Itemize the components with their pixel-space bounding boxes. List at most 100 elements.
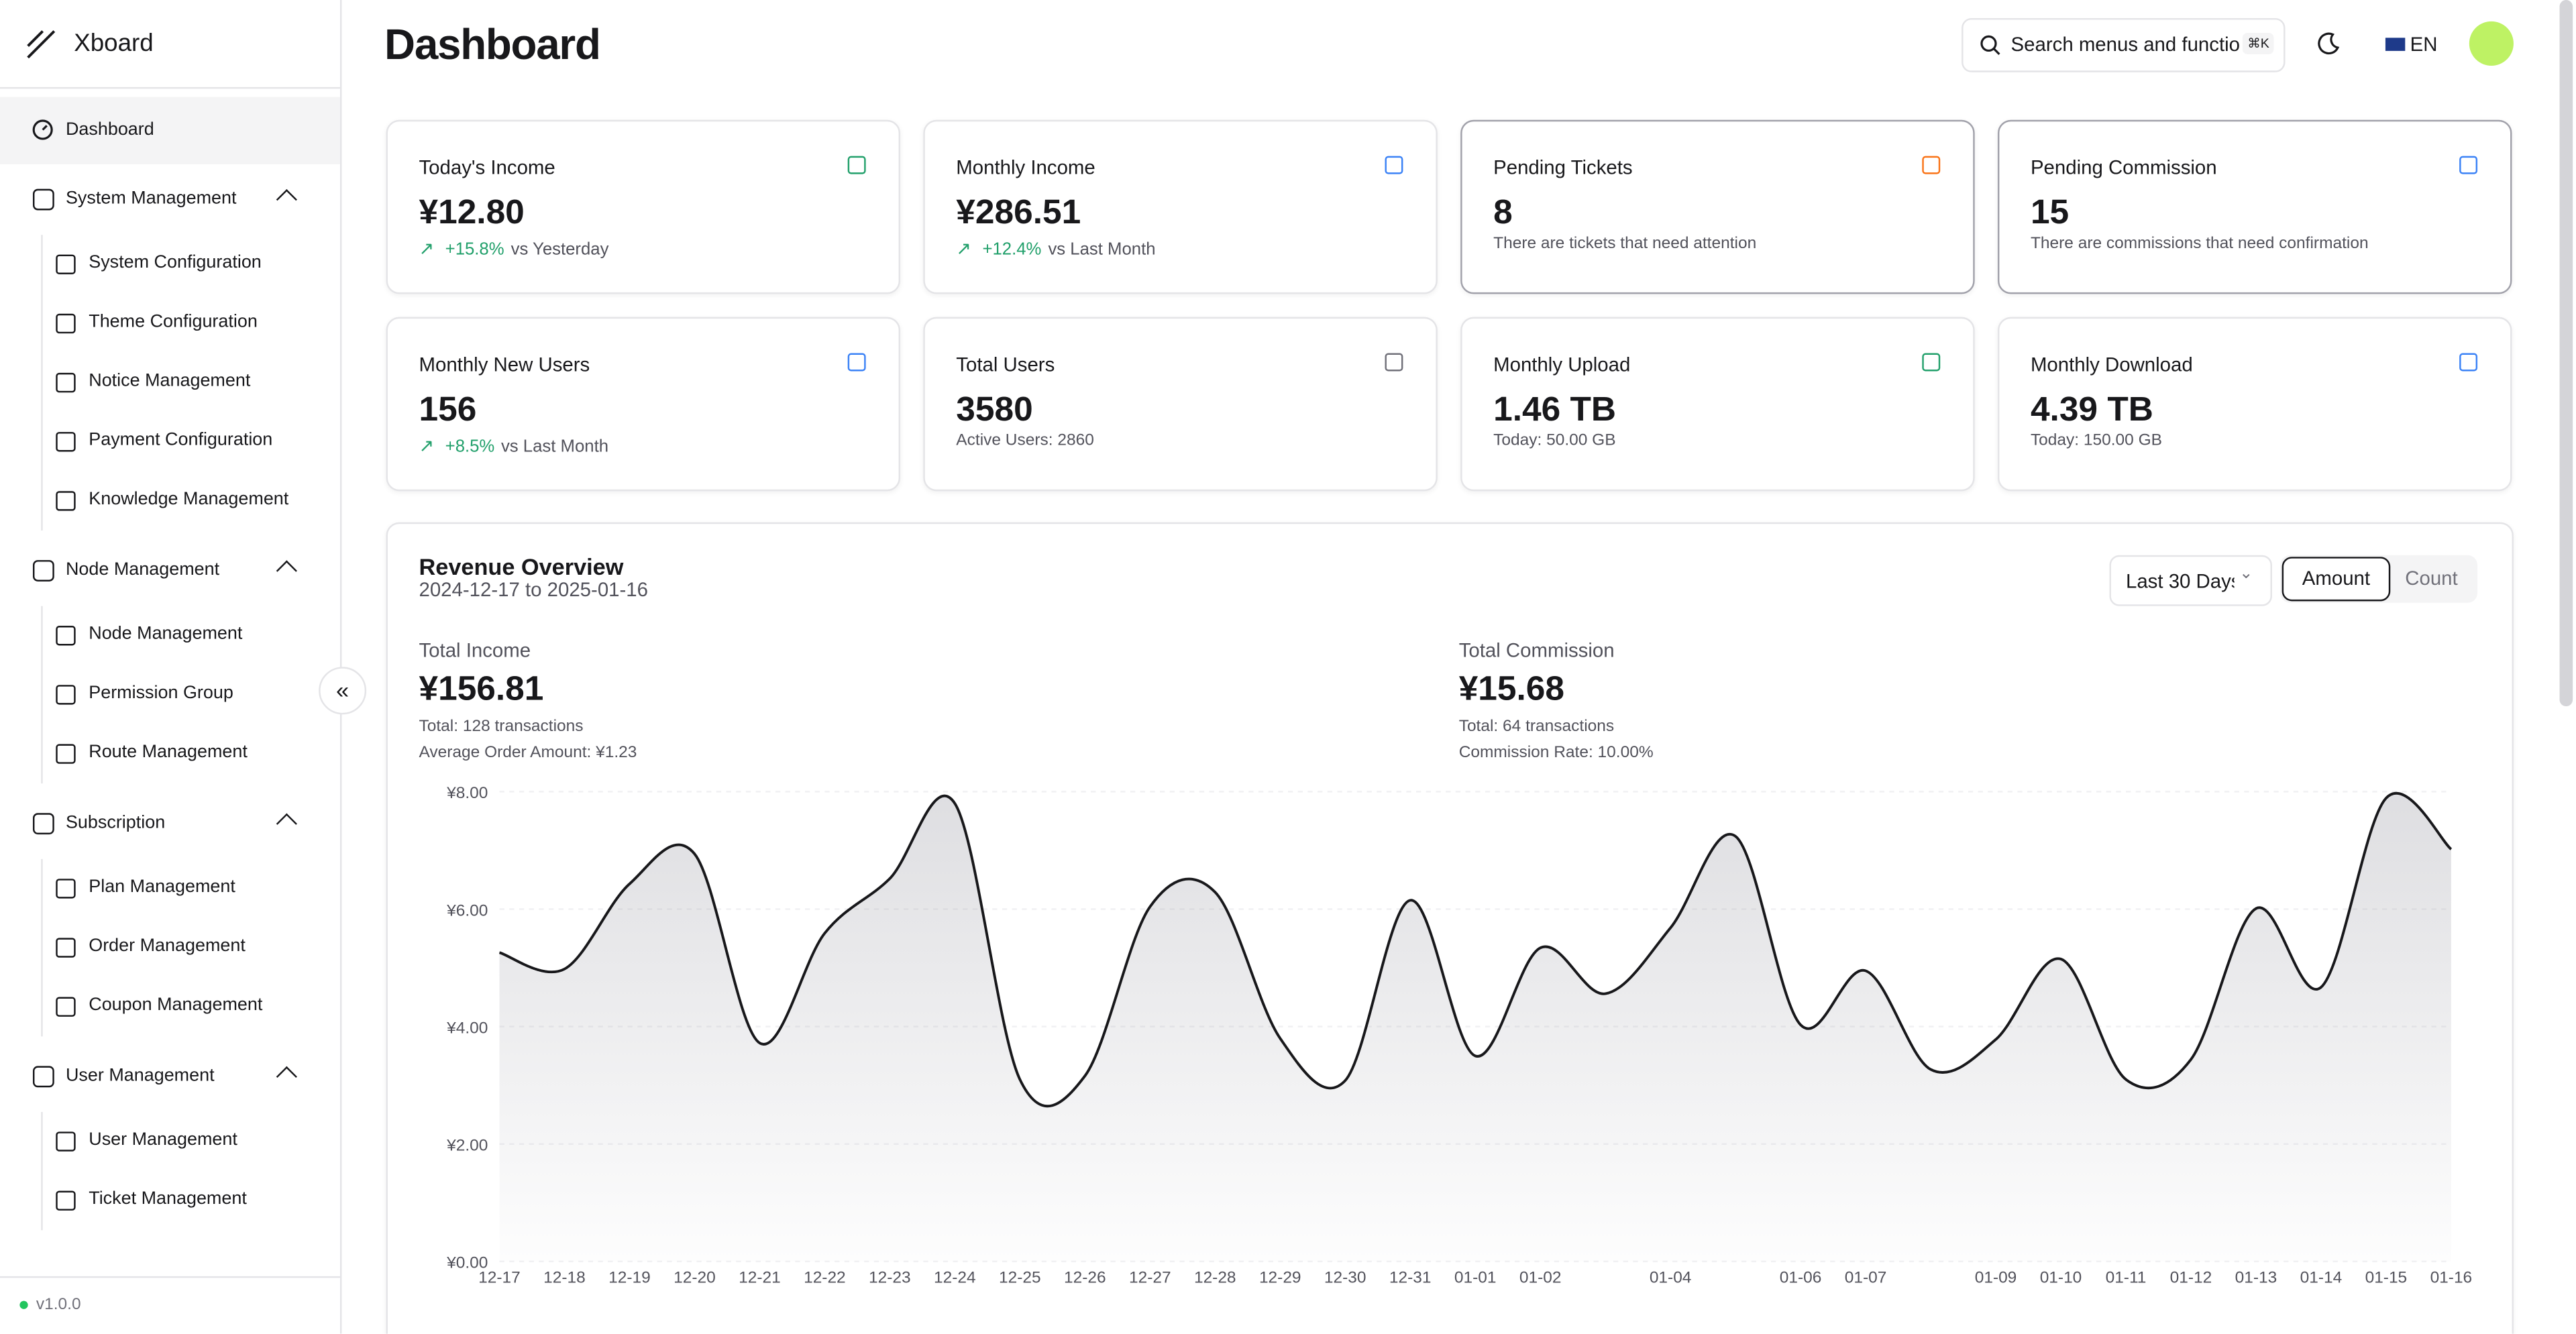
avatar[interactable] bbox=[2469, 21, 2514, 66]
nav-icon bbox=[56, 997, 76, 1017]
nav-label[interactable]: Dashboard bbox=[65, 119, 154, 140]
stat-compare: vs Last Month bbox=[1048, 239, 1156, 260]
x-tick-label: 01-11 bbox=[2106, 1269, 2147, 1287]
y-tick-label: ¥8.00 bbox=[446, 784, 488, 802]
summary-label: Total Income bbox=[419, 638, 531, 662]
language[interactable]: EN bbox=[2410, 32, 2438, 56]
stat-icon bbox=[847, 156, 866, 174]
nav-item[interactable]: Notice Management bbox=[89, 371, 251, 391]
x-tick-label: 12-17 bbox=[478, 1269, 521, 1287]
nav-rail bbox=[41, 858, 43, 1037]
nav-rail bbox=[41, 1111, 43, 1231]
sidebar-divider bbox=[0, 87, 340, 89]
nav-item[interactable]: Knowledge Management bbox=[89, 489, 289, 510]
stat-note: Active Users: 2860 bbox=[956, 432, 1094, 451]
stat-card bbox=[1997, 317, 2512, 492]
trend-icon: ↗ bbox=[419, 437, 435, 457]
nav-icon bbox=[56, 938, 76, 958]
period-label: Last 30 Days bbox=[2125, 569, 2235, 594]
nav-group[interactable]: Subscription bbox=[65, 813, 166, 833]
x-tick-label: 01-14 bbox=[2300, 1269, 2343, 1287]
x-tick-label: 12-26 bbox=[1064, 1269, 1106, 1287]
stat-value: 8 bbox=[1493, 193, 1513, 232]
stat-card bbox=[1460, 317, 1975, 492]
nav-item[interactable]: System Configuration bbox=[89, 253, 262, 273]
stat-icon bbox=[2459, 353, 2478, 372]
x-tick-label: 12-31 bbox=[1389, 1269, 1432, 1287]
revenue-title: Revenue Overview bbox=[419, 553, 624, 580]
stat-card bbox=[923, 317, 1438, 492]
summary-line: Average Order Amount: ¥1.23 bbox=[419, 744, 637, 763]
nav-item-active[interactable] bbox=[0, 97, 340, 164]
stat-compare: vs Last Month bbox=[500, 437, 609, 457]
stat-value: 156 bbox=[419, 390, 477, 429]
stat-note: Today: 150.00 GB bbox=[2030, 432, 2163, 451]
stat-title: Monthly Upload bbox=[1493, 353, 1631, 376]
stat-title: Pending Commission bbox=[2030, 156, 2217, 179]
nav-item[interactable]: Payment Configuration bbox=[89, 430, 273, 451]
nav-item[interactable]: Order Management bbox=[89, 936, 246, 956]
x-tick-label: 01-02 bbox=[1519, 1269, 1562, 1287]
nav-icon bbox=[56, 744, 76, 764]
x-tick-label: 01-13 bbox=[2235, 1269, 2277, 1287]
stat-icon bbox=[1922, 156, 1941, 174]
nav-group[interactable]: System Management bbox=[65, 188, 237, 209]
line bbox=[498, 791, 2453, 1108]
revenue-range: 2024-12-17 to 2025-01-16 bbox=[419, 578, 649, 602]
collapse-button[interactable]: « bbox=[319, 667, 367, 715]
nav-group[interactable]: Node Management bbox=[65, 560, 220, 580]
area bbox=[499, 793, 2451, 1262]
period-select[interactable]: Last 30 Days ⌄ bbox=[2109, 555, 2272, 606]
x-tick-label: 01-07 bbox=[1845, 1269, 1887, 1287]
nav-group[interactable]: User Management bbox=[65, 1066, 215, 1086]
nav-rail bbox=[41, 235, 43, 531]
nav-icon bbox=[56, 1190, 76, 1211]
stat-value: ¥12.80 bbox=[419, 193, 525, 232]
nav-icon bbox=[56, 313, 76, 334]
y-tick-label: ¥0.00 bbox=[446, 1254, 488, 1272]
nav-icon bbox=[56, 879, 76, 899]
x-tick-label: 01-01 bbox=[1454, 1269, 1497, 1287]
nav-item[interactable]: Plan Management bbox=[89, 877, 235, 897]
nav-icon bbox=[56, 626, 76, 646]
nav-item[interactable]: User Management bbox=[89, 1129, 237, 1150]
icon bbox=[32, 119, 53, 140]
x-tick-label: 12-19 bbox=[608, 1269, 651, 1287]
summary-line: Total: 64 transactions bbox=[1458, 718, 1615, 736]
nav-item[interactable]: Permission Group bbox=[89, 683, 233, 704]
theme-toggle[interactable] bbox=[2316, 32, 2341, 56]
search-box[interactable]: Search menus and functions... ⌘K bbox=[1962, 17, 2286, 72]
status-dot bbox=[19, 1300, 28, 1309]
stat-value: 15 bbox=[2030, 193, 2070, 232]
nav-group-icon bbox=[32, 813, 54, 835]
nav-rail bbox=[41, 606, 43, 784]
x-tick-label: 01-06 bbox=[1780, 1269, 1822, 1287]
tab-active[interactable]: Amount bbox=[2282, 557, 2391, 602]
x-tick-label: 01-16 bbox=[2430, 1269, 2473, 1287]
nav-item[interactable]: Node Management bbox=[89, 624, 243, 645]
nav-group-icon bbox=[32, 560, 54, 581]
nav-item[interactable]: Ticket Management bbox=[89, 1189, 247, 1209]
nav-item[interactable]: Theme Configuration bbox=[89, 312, 258, 332]
x-tick-label: 12-23 bbox=[869, 1269, 911, 1287]
tab[interactable]: Count bbox=[2405, 566, 2458, 590]
stat-value: 1.46 TB bbox=[1493, 390, 1617, 429]
nav-icon bbox=[56, 254, 76, 274]
scrollbar bbox=[2559, 0, 2573, 707]
stat-title: Monthly Income bbox=[956, 156, 1095, 179]
flag bbox=[2385, 38, 2406, 51]
stat-change: +15.8% bbox=[445, 239, 504, 260]
stat-change: +8.5% bbox=[445, 437, 495, 457]
stat-title: Monthly New Users bbox=[419, 353, 590, 376]
stat-icon bbox=[2459, 156, 2478, 174]
nav-group-icon bbox=[32, 188, 54, 211]
stat-title: Today's Income bbox=[419, 156, 555, 179]
summary-value: ¥15.68 bbox=[1458, 670, 1565, 708]
search-placeholder: Search menus and functions... bbox=[2010, 32, 2241, 56]
nav-item[interactable]: Coupon Management bbox=[89, 995, 263, 1015]
stat-compare: vs Yesterday bbox=[511, 239, 609, 260]
nav-item[interactable]: Route Management bbox=[89, 742, 248, 763]
brand: Xboard bbox=[74, 30, 154, 58]
stat-icon bbox=[1385, 156, 1403, 174]
